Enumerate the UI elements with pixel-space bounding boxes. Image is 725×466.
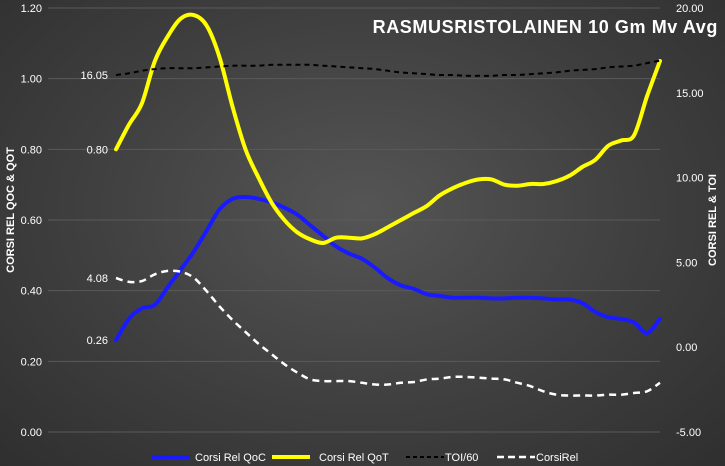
right-tick-label: 10.00 bbox=[676, 173, 704, 185]
legend-label: Corsi Rel QoC bbox=[195, 452, 266, 464]
start-value-labels: 0.26 0.80 16.05 4.08 bbox=[80, 70, 108, 347]
right-tick-label: -5.00 bbox=[676, 427, 701, 439]
left-tick-label: 0.00 bbox=[21, 427, 42, 439]
right-axis-label: CORSI REL & TOI bbox=[707, 174, 719, 266]
series-line-corsi-rel-qot bbox=[114, 12, 662, 246]
series-lines bbox=[114, 12, 662, 397]
right-tick-label: 0.00 bbox=[676, 342, 697, 354]
left-tick-label: 0.20 bbox=[21, 356, 42, 368]
left-tick-label: 0.80 bbox=[21, 144, 42, 156]
legend-label: Corsi Rel QoT bbox=[319, 452, 389, 464]
right-tick-label: 5.00 bbox=[676, 257, 697, 269]
right-tick-label: 20.00 bbox=[676, 3, 704, 15]
left-tick-label: 1.20 bbox=[21, 3, 42, 15]
start-label-corsirel: 4.08 bbox=[87, 273, 108, 285]
legend-label: CorsiRel bbox=[536, 452, 578, 464]
series-line-toi-60 bbox=[115, 59, 661, 77]
right-tick-label: 15.00 bbox=[676, 88, 704, 100]
series-line-corsirel bbox=[115, 269, 661, 397]
legend-label: TOI/60 bbox=[445, 452, 478, 464]
left-axis-label: CORSI REL QOC & QOT bbox=[5, 147, 17, 273]
start-label-toi-60: 16.05 bbox=[80, 70, 108, 82]
chart-title: RASMUSRISTOLAINEN 10 Gm Mv Avg bbox=[373, 17, 718, 37]
start-label-corsi-rel-qoc: 0.26 bbox=[87, 335, 108, 347]
left-axis-ticks: 0.00 0.20 0.40 0.60 0.80 1.00 1.20 bbox=[21, 3, 42, 439]
left-tick-label: 1.00 bbox=[21, 74, 42, 86]
left-tick-label: 0.40 bbox=[21, 286, 42, 298]
series-line-corsi-rel-qoc bbox=[114, 194, 662, 343]
right-axis-ticks: -5.00 0.00 5.00 10.00 15.00 20.00 bbox=[676, 3, 704, 439]
legend: Corsi Rel QoC Corsi Rel QoT TOI/60 CorsiRel bbox=[152, 452, 578, 464]
left-tick-label: 0.60 bbox=[21, 215, 42, 227]
start-label-corsi-rel-qot: 0.80 bbox=[87, 144, 108, 156]
